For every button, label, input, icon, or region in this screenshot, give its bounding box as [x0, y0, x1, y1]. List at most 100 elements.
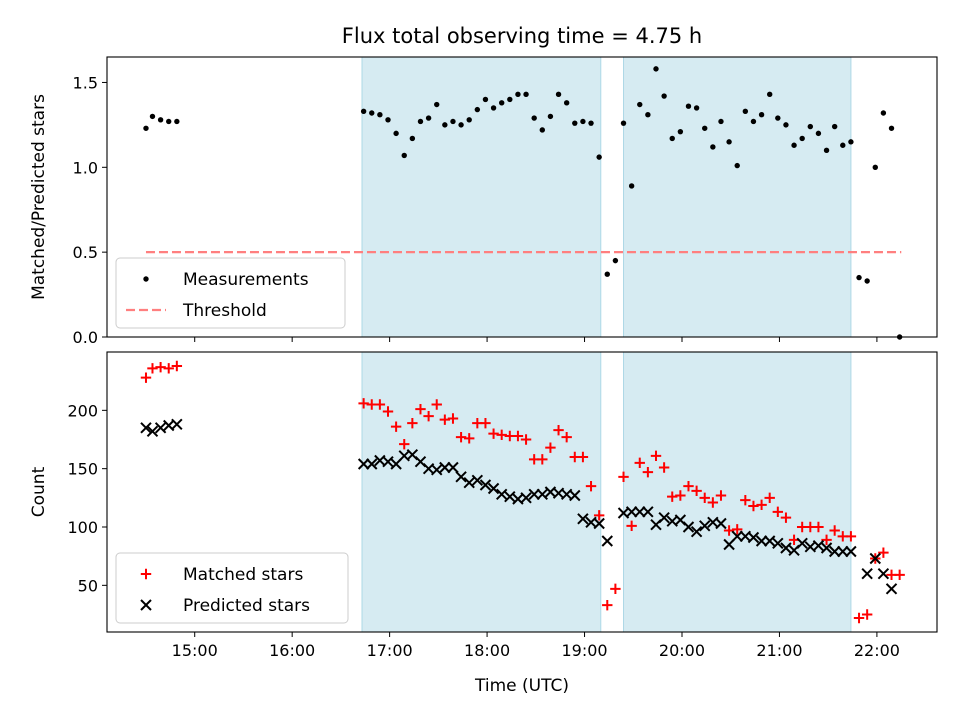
data-point — [479, 479, 492, 491]
y-tick-label: 1.5 — [73, 73, 98, 92]
data-point — [593, 510, 605, 521]
data-point — [645, 111, 651, 118]
data-point — [775, 115, 781, 121]
data-point — [734, 162, 740, 169]
data-point — [415, 403, 426, 415]
data-point — [140, 372, 152, 383]
data-point — [682, 521, 695, 533]
plot-frame — [106, 351, 938, 633]
data-point — [756, 499, 767, 511]
data-point — [498, 100, 505, 106]
data-point — [143, 125, 149, 131]
data-point — [496, 429, 507, 441]
data-point — [815, 130, 822, 137]
data-point — [669, 135, 675, 142]
data-point — [807, 123, 814, 130]
data-point — [888, 125, 895, 131]
data-point — [772, 537, 784, 550]
data-point — [740, 494, 751, 506]
data-point — [545, 442, 556, 453]
data-point — [442, 122, 448, 128]
data-point — [780, 542, 792, 554]
series-x — [140, 418, 898, 595]
data-point — [755, 535, 768, 547]
series-plus — [140, 360, 905, 624]
data-point — [642, 466, 654, 478]
data-point — [602, 599, 613, 611]
data-point — [625, 506, 638, 518]
data-point — [726, 139, 732, 145]
legend-marker — [140, 599, 152, 611]
y-tick-label: 1.0 — [73, 158, 98, 177]
data-point — [699, 520, 711, 532]
data-point — [764, 492, 775, 504]
data-point — [747, 531, 760, 544]
data-point — [358, 398, 369, 409]
data-point — [374, 399, 386, 410]
data-point — [528, 488, 540, 501]
x-tick-label: 21:00 — [756, 641, 802, 660]
y-tick-label: 0.5 — [73, 243, 98, 262]
data-point — [547, 113, 554, 120]
data-point — [523, 91, 529, 98]
data-point — [474, 106, 481, 113]
chart-title: Flux total observing time = 4.75 h — [342, 24, 702, 48]
legend-box — [115, 552, 349, 624]
data-point — [563, 100, 570, 106]
data-point — [463, 476, 475, 489]
data-point — [434, 101, 440, 108]
data-point — [878, 547, 889, 558]
shaded-interval — [623, 351, 852, 633]
data-point — [520, 434, 532, 445]
x-tick-label: 22:00 — [854, 641, 900, 660]
data-point — [715, 517, 727, 530]
y-tick-label: 0.0 — [73, 328, 98, 347]
data-point — [812, 539, 825, 552]
legend-marker — [140, 568, 152, 580]
data-point — [466, 117, 472, 123]
data-point — [439, 414, 451, 425]
data-point — [531, 115, 537, 121]
data-point — [407, 417, 418, 429]
data-point — [157, 117, 164, 123]
data-point — [425, 115, 432, 121]
data-point — [360, 108, 367, 115]
data-point — [685, 103, 692, 109]
data-point — [821, 534, 832, 546]
data-point — [471, 474, 484, 487]
y-tick-label: 150 — [67, 460, 98, 479]
data-point — [683, 480, 694, 492]
data-point — [715, 490, 727, 501]
data-point — [155, 361, 166, 373]
data-point — [487, 482, 500, 495]
data-point — [823, 147, 830, 154]
x-tick-label: 18:00 — [464, 641, 510, 660]
data-point — [377, 111, 383, 118]
data-point — [772, 506, 784, 518]
data-point — [423, 410, 434, 422]
data-point — [742, 108, 749, 115]
x-tick-label: 15:00 — [172, 641, 218, 660]
legend-box — [115, 257, 346, 329]
data-point — [731, 530, 743, 543]
data-point — [820, 542, 833, 554]
data-point — [409, 135, 416, 142]
x-tick-label: 16:00 — [269, 641, 315, 660]
data-point — [596, 154, 602, 160]
data-point — [555, 91, 562, 98]
y-axis-label: Matched/Predicted stars — [29, 94, 49, 300]
data-point — [401, 152, 407, 159]
data-point — [690, 525, 703, 538]
bottom-panel: 15:00 16:00 17:00 18:00 19:00 20:00 21:00 22:00… — [29, 351, 938, 660]
data-point — [620, 120, 627, 126]
data-point — [848, 139, 854, 145]
x-tick-label: 17:00 — [367, 641, 413, 660]
data-point — [447, 413, 459, 424]
data-point — [585, 480, 597, 492]
data-point — [577, 451, 589, 463]
data-point — [693, 105, 700, 111]
data-point — [699, 492, 710, 504]
data-point — [637, 101, 643, 108]
data-point — [799, 135, 805, 142]
data-point — [667, 491, 678, 502]
